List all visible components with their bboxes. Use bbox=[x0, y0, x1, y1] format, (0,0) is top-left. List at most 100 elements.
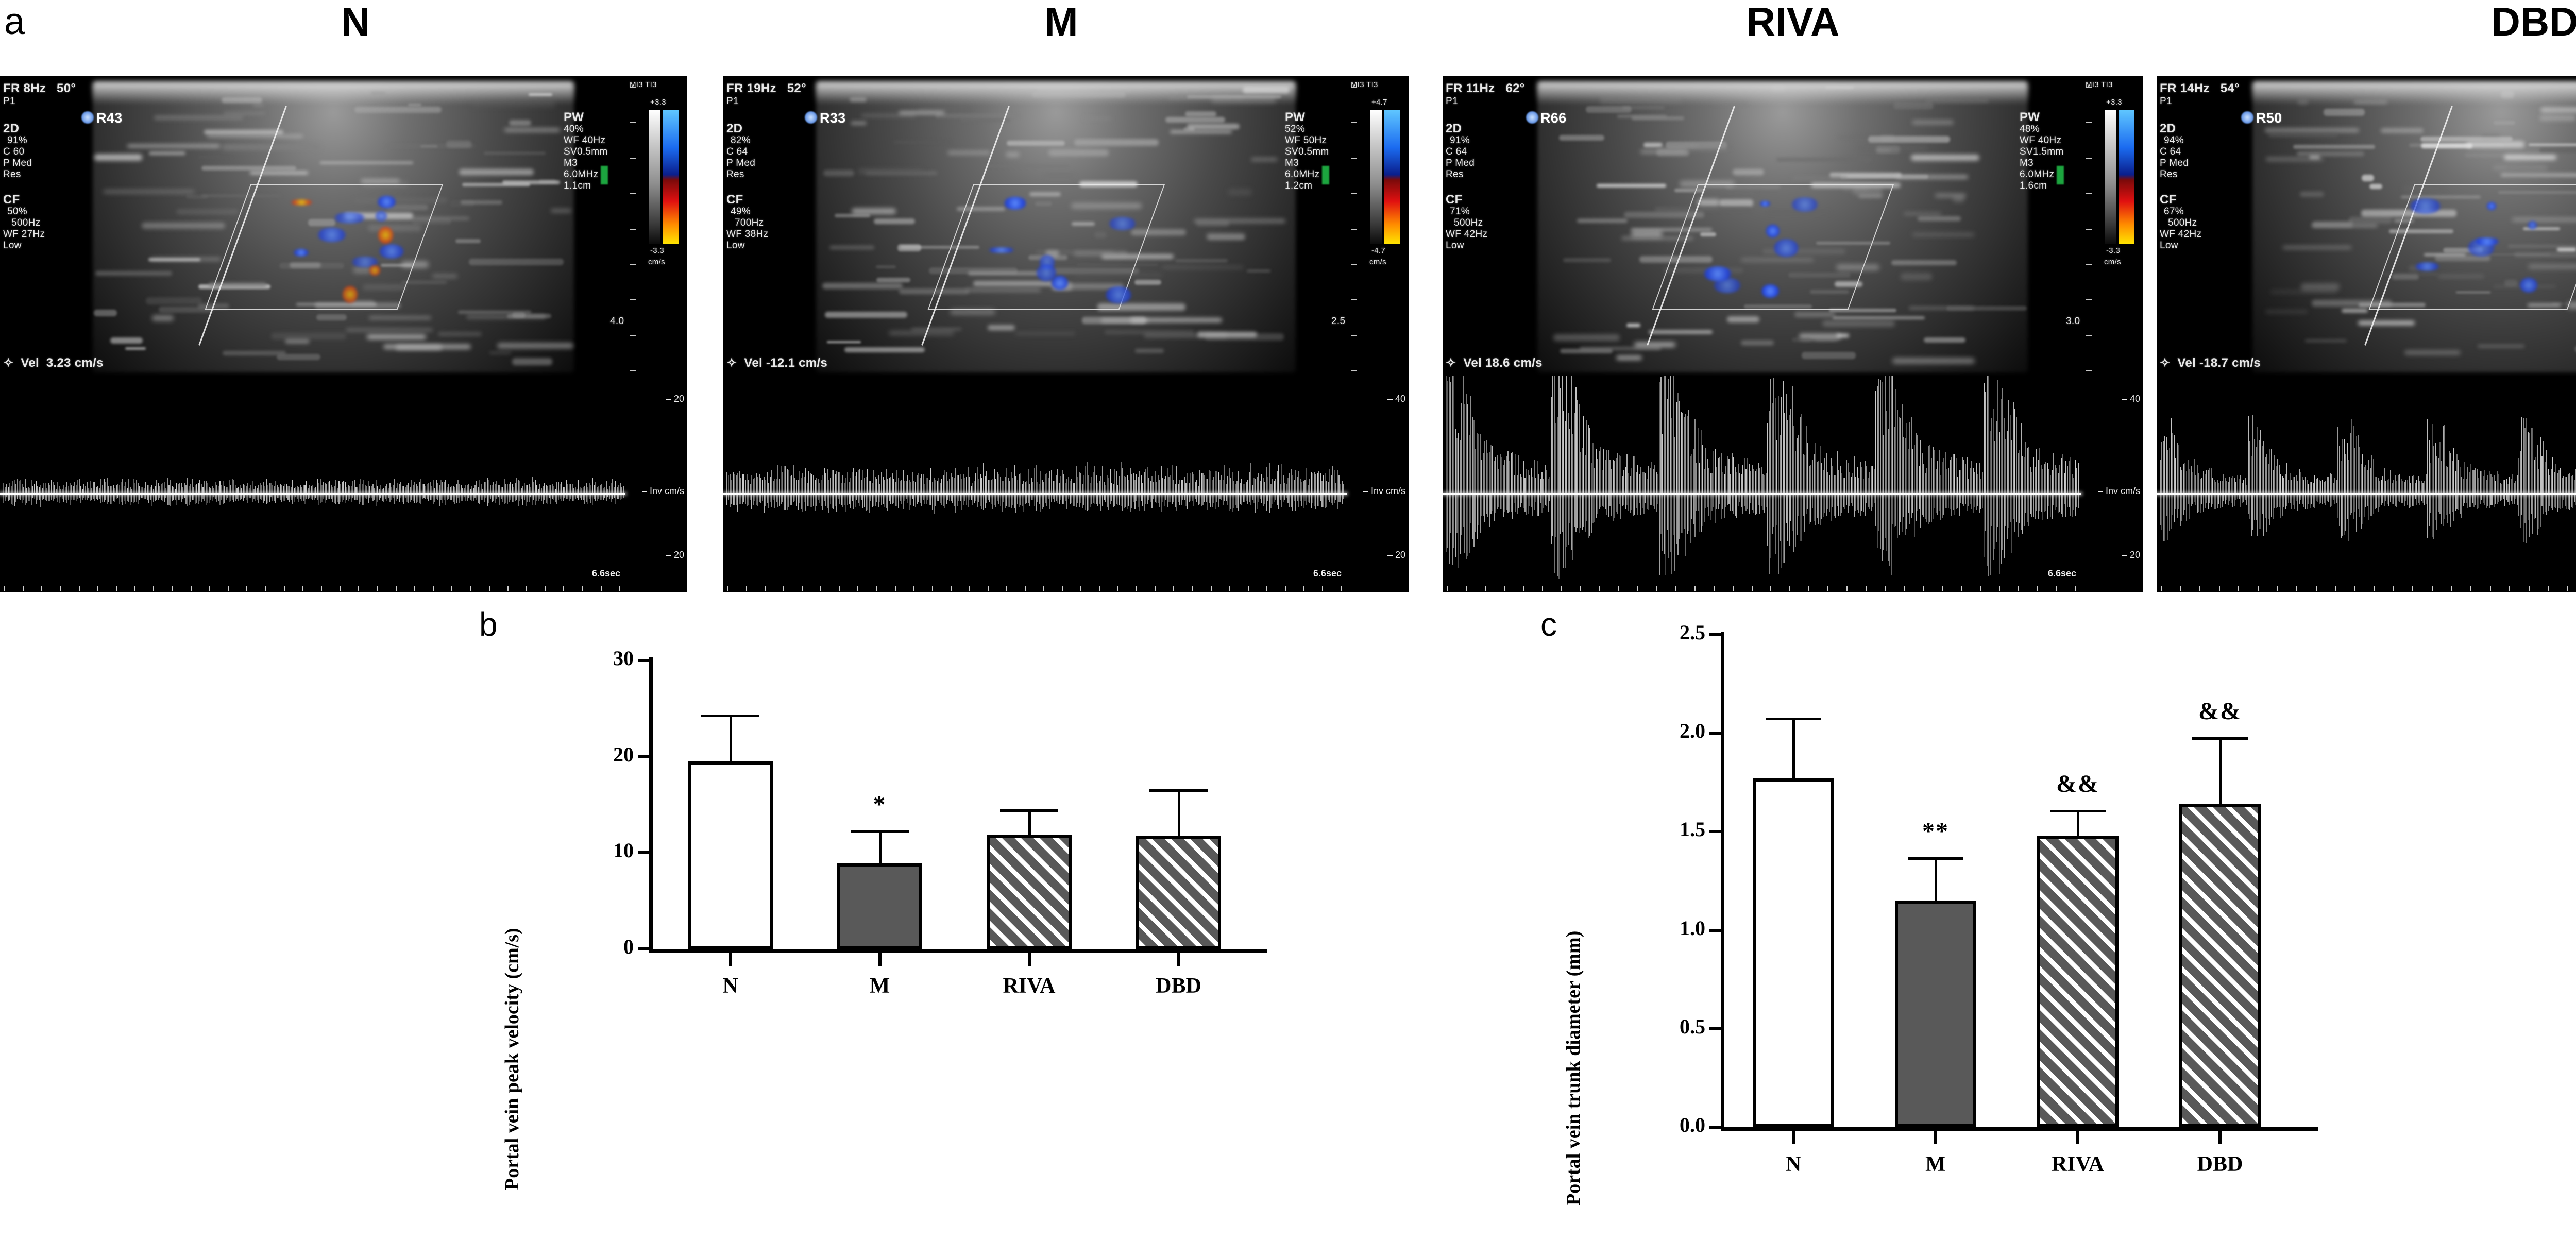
tissue-speckle bbox=[1799, 333, 1841, 341]
doppler-spike bbox=[1809, 495, 1810, 524]
doppler-spike bbox=[161, 495, 162, 500]
ultrasound-image-n[interactable]: FR 8Hz 50° P1 2D 91% C 60 P Med Res CF 50% 500Hz W… bbox=[0, 76, 687, 592]
doppler-spike bbox=[1249, 472, 1250, 494]
doppler-spike bbox=[2203, 495, 2204, 512]
doppler-spike bbox=[978, 479, 979, 494]
doppler-spike bbox=[468, 484, 469, 494]
bar-m[interactable] bbox=[1895, 901, 1976, 1127]
doppler-spike bbox=[1048, 495, 1049, 499]
doppler-spike bbox=[1543, 495, 1544, 509]
doppler-spike bbox=[318, 495, 319, 505]
tissue-speckle bbox=[2265, 128, 2359, 132]
near-field-band bbox=[93, 81, 574, 104]
doppler-spike bbox=[223, 495, 224, 505]
bar-m[interactable] bbox=[837, 863, 922, 949]
doppler-spike bbox=[1591, 463, 1592, 494]
doppler-spike bbox=[830, 495, 831, 504]
doppler-spike bbox=[2211, 495, 2212, 507]
bar-dbd[interactable] bbox=[1136, 835, 1221, 949]
doppler-spike bbox=[1555, 495, 1556, 537]
doppler-spike bbox=[1122, 468, 1123, 494]
doppler-spike bbox=[1314, 472, 1315, 494]
overlay-r-number: R33 bbox=[820, 110, 846, 126]
ultrasound-title-m: M bbox=[1044, 0, 1078, 44]
doppler-spike bbox=[1082, 484, 1083, 494]
doppler-spike bbox=[1789, 495, 1790, 546]
doppler-spike bbox=[447, 495, 448, 501]
doppler-spike bbox=[1490, 495, 1492, 514]
doppler-spike bbox=[105, 495, 106, 500]
doppler-spike bbox=[2367, 470, 2368, 494]
doppler-spike bbox=[1481, 495, 1482, 516]
doppler-spike bbox=[2447, 467, 2448, 494]
doppler-spike bbox=[2053, 495, 2054, 506]
bar-riva[interactable] bbox=[2037, 836, 2119, 1127]
doppler-spike bbox=[872, 495, 873, 507]
doppler-spike bbox=[943, 495, 944, 506]
doppler-spike bbox=[241, 495, 242, 499]
doppler-spike bbox=[2490, 474, 2492, 494]
doppler-spike bbox=[726, 472, 727, 494]
doppler-spike bbox=[1190, 473, 1191, 494]
bar-n[interactable] bbox=[1753, 778, 1834, 1127]
doppler-spike bbox=[1668, 495, 1669, 558]
doppler-spike bbox=[1535, 478, 1536, 494]
bar-riva[interactable] bbox=[987, 834, 1072, 949]
doppler-spike bbox=[923, 474, 924, 494]
ultrasound-image-dbd[interactable]: FR 14Hz 54° P1 2D 94% C 64 P Med Res CF 67% 500Hz… bbox=[2157, 76, 2576, 592]
doppler-spike bbox=[26, 495, 27, 503]
doppler-spike bbox=[2487, 495, 2488, 506]
doppler-flow-blue bbox=[2487, 202, 2497, 210]
doppler-spike bbox=[586, 495, 587, 502]
doppler-spike bbox=[2563, 495, 2564, 501]
doppler-spike bbox=[243, 484, 244, 494]
doppler-spike bbox=[1161, 466, 1162, 494]
doppler-spike bbox=[2398, 474, 2399, 494]
doppler-spike bbox=[462, 488, 463, 494]
doppler-spike bbox=[283, 495, 284, 502]
probe-orientation-marker bbox=[81, 111, 94, 124]
doppler-spike bbox=[782, 495, 783, 503]
doppler-spike bbox=[2203, 470, 2204, 494]
doppler-spike bbox=[289, 486, 290, 494]
tissue-speckle bbox=[2464, 253, 2551, 256]
bar-n[interactable] bbox=[688, 761, 773, 949]
doppler-spike bbox=[1605, 495, 1606, 509]
doppler-spike bbox=[575, 495, 576, 499]
bar-dbd[interactable] bbox=[2179, 804, 2261, 1127]
doppler-spike bbox=[1803, 495, 1804, 516]
tissue-speckle bbox=[1791, 337, 1811, 342]
doppler-spike bbox=[51, 495, 52, 500]
doppler-spike bbox=[488, 480, 489, 494]
doppler-spike bbox=[2342, 438, 2343, 494]
ultrasound-image-riva[interactable]: FR 11Hz 62° P1 2D 91% C 64 P Med Res CF 71% 500Hz… bbox=[1443, 76, 2143, 592]
doppler-spike bbox=[2041, 495, 2042, 512]
tissue-speckle bbox=[2545, 253, 2576, 256]
doppler-spike bbox=[1108, 495, 1109, 511]
doppler-spike bbox=[1096, 495, 1097, 505]
doppler-spike bbox=[79, 495, 80, 498]
x-axis-label-riva: RIVA bbox=[2052, 1152, 2104, 1176]
doppler-spike bbox=[2455, 495, 2456, 511]
doppler-spike bbox=[1872, 495, 1873, 507]
doppler-spike bbox=[1164, 479, 1165, 494]
doppler-spike bbox=[96, 487, 97, 494]
doppler-spike bbox=[2324, 482, 2325, 494]
doppler-spike bbox=[2390, 495, 2391, 502]
tissue-speckle bbox=[968, 271, 1040, 276]
doppler-spike bbox=[348, 485, 349, 494]
doppler-spike bbox=[1623, 495, 1624, 505]
doppler-spike bbox=[2429, 440, 2430, 494]
doppler-spike bbox=[1167, 495, 1168, 507]
doppler-spike bbox=[1178, 495, 1179, 502]
doppler-spike bbox=[2310, 482, 2311, 494]
tissue-speckle bbox=[497, 342, 574, 349]
ultrasound-image-m[interactable]: FR 19Hz 52° P1 2D 82% C 64 P Med Res CF 49% 700Hz… bbox=[723, 76, 1409, 592]
doppler-spike bbox=[1083, 474, 1084, 494]
doppler-spike bbox=[286, 495, 287, 498]
doppler-spike bbox=[99, 488, 100, 494]
doppler-spike bbox=[981, 495, 982, 510]
doppler-spike bbox=[359, 484, 360, 494]
doppler-spike bbox=[176, 482, 177, 494]
doppler-spike bbox=[2393, 480, 2394, 494]
